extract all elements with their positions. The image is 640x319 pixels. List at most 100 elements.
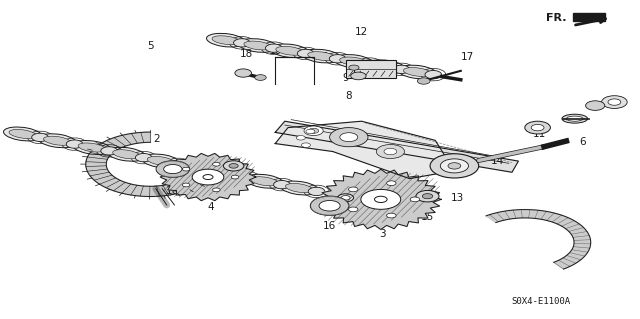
Circle shape <box>182 167 190 171</box>
Circle shape <box>255 75 266 80</box>
Polygon shape <box>573 13 605 21</box>
Text: 6: 6 <box>579 137 586 147</box>
Circle shape <box>448 163 461 169</box>
Circle shape <box>203 174 213 180</box>
Ellipse shape <box>361 60 378 68</box>
Ellipse shape <box>403 68 431 77</box>
Text: S0X4-E1100A: S0X4-E1100A <box>511 297 570 306</box>
Circle shape <box>348 207 358 212</box>
Ellipse shape <box>276 46 303 55</box>
Circle shape <box>306 129 315 134</box>
Text: 10: 10 <box>269 46 282 56</box>
Ellipse shape <box>182 163 209 172</box>
Circle shape <box>417 78 430 84</box>
Circle shape <box>164 165 182 174</box>
Text: 13: 13 <box>451 193 464 203</box>
Ellipse shape <box>308 52 335 61</box>
Ellipse shape <box>67 140 83 148</box>
Text: 1: 1 <box>323 52 330 63</box>
Text: 12: 12 <box>355 27 368 37</box>
Ellipse shape <box>372 62 399 71</box>
Circle shape <box>348 187 358 192</box>
Ellipse shape <box>340 57 367 66</box>
Ellipse shape <box>142 154 180 168</box>
Circle shape <box>223 161 244 171</box>
Ellipse shape <box>113 150 140 159</box>
Polygon shape <box>275 121 518 172</box>
Ellipse shape <box>425 70 442 79</box>
Ellipse shape <box>239 174 255 182</box>
Ellipse shape <box>266 44 282 52</box>
Ellipse shape <box>302 49 341 63</box>
Ellipse shape <box>4 127 42 141</box>
Circle shape <box>310 196 349 215</box>
Polygon shape <box>486 210 591 269</box>
Ellipse shape <box>338 194 354 202</box>
Ellipse shape <box>212 36 240 45</box>
Text: 5: 5 <box>147 41 154 51</box>
Circle shape <box>384 148 397 155</box>
Circle shape <box>192 169 224 185</box>
Circle shape <box>416 190 439 202</box>
Ellipse shape <box>285 183 313 193</box>
Ellipse shape <box>244 41 272 50</box>
Ellipse shape <box>341 196 350 200</box>
Circle shape <box>608 99 621 105</box>
Circle shape <box>330 128 368 147</box>
Circle shape <box>387 181 396 186</box>
Text: 18: 18 <box>240 49 253 59</box>
Text: FR.: FR. <box>546 12 566 23</box>
Circle shape <box>440 159 468 173</box>
Text: 15: 15 <box>421 212 434 222</box>
Ellipse shape <box>32 133 48 142</box>
Ellipse shape <box>216 170 244 179</box>
Ellipse shape <box>274 181 290 189</box>
Circle shape <box>319 201 340 211</box>
Ellipse shape <box>177 161 214 175</box>
Ellipse shape <box>170 160 186 168</box>
Ellipse shape <box>251 177 278 186</box>
Ellipse shape <box>366 60 405 73</box>
Circle shape <box>231 175 239 179</box>
Ellipse shape <box>270 44 309 58</box>
Circle shape <box>387 213 396 218</box>
Ellipse shape <box>308 187 324 196</box>
Ellipse shape <box>101 147 117 155</box>
Circle shape <box>296 136 305 140</box>
Ellipse shape <box>246 174 284 188</box>
Circle shape <box>156 161 189 177</box>
Text: 8: 8 <box>346 91 352 101</box>
Circle shape <box>525 121 550 134</box>
Ellipse shape <box>562 114 588 123</box>
Text: 7: 7 <box>612 97 619 107</box>
Ellipse shape <box>44 136 71 145</box>
Circle shape <box>586 101 605 110</box>
Ellipse shape <box>334 55 373 68</box>
Text: 17: 17 <box>461 52 474 63</box>
Text: 14: 14 <box>491 156 504 166</box>
Text: 3: 3 <box>379 229 385 240</box>
Text: 2: 2 <box>154 134 160 144</box>
Polygon shape <box>86 132 212 197</box>
Ellipse shape <box>73 141 111 154</box>
Polygon shape <box>160 153 256 201</box>
Circle shape <box>374 196 387 203</box>
Text: 4: 4 <box>208 202 214 212</box>
Circle shape <box>212 162 220 166</box>
Ellipse shape <box>239 39 277 52</box>
Circle shape <box>212 188 220 192</box>
Text: 9: 9 <box>342 73 349 83</box>
Ellipse shape <box>211 167 249 182</box>
Ellipse shape <box>398 65 436 79</box>
Circle shape <box>361 189 401 209</box>
Circle shape <box>430 154 479 178</box>
Polygon shape <box>321 169 441 229</box>
Circle shape <box>229 164 238 168</box>
Circle shape <box>301 143 310 147</box>
Ellipse shape <box>108 147 145 161</box>
Bar <box>346 60 396 78</box>
Ellipse shape <box>280 181 318 195</box>
Circle shape <box>531 124 544 131</box>
Ellipse shape <box>38 134 76 148</box>
Circle shape <box>351 72 366 80</box>
